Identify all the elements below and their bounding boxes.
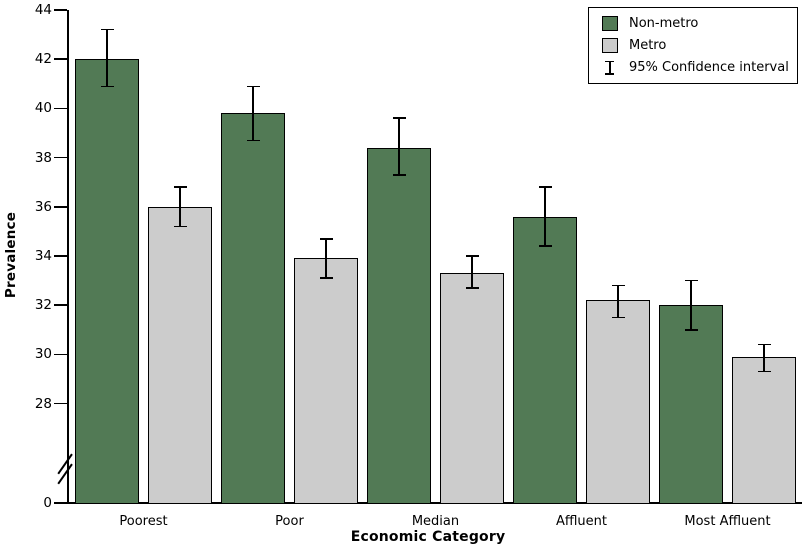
bar-non-metro-poor bbox=[221, 113, 285, 504]
error-bar-cap bbox=[611, 284, 625, 287]
error-bar-cap bbox=[319, 277, 333, 279]
x-axis-line bbox=[66, 502, 802, 504]
y-tick bbox=[54, 156, 67, 159]
confidence-interval-icon bbox=[602, 60, 618, 76]
error-bar-cap bbox=[757, 370, 771, 373]
error-bar bbox=[617, 285, 619, 318]
bar-non-metro-most-affluent bbox=[659, 305, 723, 504]
y-tick bbox=[54, 502, 67, 504]
x-tick-label: Poorest bbox=[119, 514, 168, 529]
y-axis-line bbox=[67, 10, 69, 503]
error-bar-cap bbox=[392, 117, 406, 119]
error-bar-cap bbox=[757, 343, 771, 346]
y-tick-label: 32 bbox=[34, 297, 52, 314]
axis-break-slash bbox=[57, 463, 73, 485]
y-tick bbox=[54, 58, 67, 60]
error-bar bbox=[763, 344, 765, 372]
y-tick bbox=[54, 206, 67, 208]
error-bar bbox=[325, 238, 327, 279]
error-bar-cap bbox=[100, 28, 114, 31]
y-tick-label: 44 bbox=[34, 2, 52, 18]
nonmetro-swatch-icon bbox=[602, 15, 618, 31]
error-bar-cap bbox=[392, 174, 406, 176]
x-tick-label: Most Affluent bbox=[684, 514, 771, 529]
error-bar-cap bbox=[611, 316, 625, 319]
y-tick-label: 28 bbox=[34, 395, 52, 412]
error-bar-cap bbox=[173, 225, 187, 228]
bar-metro-most-affluent bbox=[732, 356, 796, 504]
error-bar-cap bbox=[246, 139, 260, 142]
y-tick-label: 30 bbox=[34, 346, 52, 363]
x-axis-title: Economic Category bbox=[350, 529, 506, 545]
x-tick-label: Affluent bbox=[555, 514, 608, 529]
y-tick-label: 34 bbox=[34, 248, 52, 264]
error-bar bbox=[471, 256, 473, 288]
error-bar-cap bbox=[246, 85, 260, 87]
legend-item-ci: 95% Confidence interval bbox=[602, 58, 797, 78]
error-bar-cap bbox=[100, 85, 114, 87]
error-bar-cap bbox=[538, 186, 552, 188]
bar-non-metro-poorest bbox=[75, 59, 139, 504]
y-tick bbox=[54, 353, 67, 356]
y-tick-label: 36 bbox=[34, 198, 52, 215]
bar-non-metro-median bbox=[367, 147, 431, 504]
error-bar-cap bbox=[465, 287, 479, 289]
y-tick bbox=[54, 304, 67, 306]
x-tick-label: Poor bbox=[275, 514, 304, 529]
metro-swatch-icon bbox=[602, 37, 618, 53]
y-tick bbox=[54, 255, 67, 257]
error-bar bbox=[690, 280, 692, 330]
error-bar-cap bbox=[684, 279, 698, 282]
error-bar bbox=[252, 86, 254, 141]
error-bar bbox=[398, 118, 400, 175]
legend-item-metro: Metro bbox=[602, 35, 797, 55]
y-tick-label: 38 bbox=[34, 149, 52, 166]
y-tick bbox=[54, 9, 67, 11]
legend-label: Non-metro bbox=[629, 15, 699, 31]
bar-metro-median bbox=[440, 273, 504, 504]
legend-item-nonmetro: Non-metro bbox=[602, 13, 797, 33]
bar-metro-affluent bbox=[586, 300, 650, 504]
error-bar bbox=[544, 187, 546, 247]
y-tick bbox=[54, 107, 67, 110]
y-tick-label: 42 bbox=[34, 51, 52, 68]
legend-label: 95% Confidence interval bbox=[629, 60, 789, 76]
error-bar-cap bbox=[465, 255, 479, 257]
error-bar-cap bbox=[173, 186, 187, 188]
y-tick-label: 40 bbox=[34, 100, 52, 117]
y-tick bbox=[54, 402, 67, 405]
error-bar-cap bbox=[684, 329, 698, 331]
error-bar-cap bbox=[319, 238, 333, 240]
y-tick-label: 0 bbox=[43, 495, 52, 511]
bar-non-metro-affluent bbox=[513, 216, 577, 504]
legend-label: Metro bbox=[629, 37, 667, 53]
error-bar bbox=[179, 187, 181, 227]
x-tick-label: Median bbox=[411, 514, 460, 529]
bar-metro-poorest bbox=[148, 206, 212, 504]
error-bar bbox=[106, 29, 108, 87]
bar-metro-poor bbox=[294, 258, 358, 504]
legend: Non-metro Metro 95% Confidence interval bbox=[588, 7, 798, 84]
error-bar-cap bbox=[538, 245, 552, 247]
